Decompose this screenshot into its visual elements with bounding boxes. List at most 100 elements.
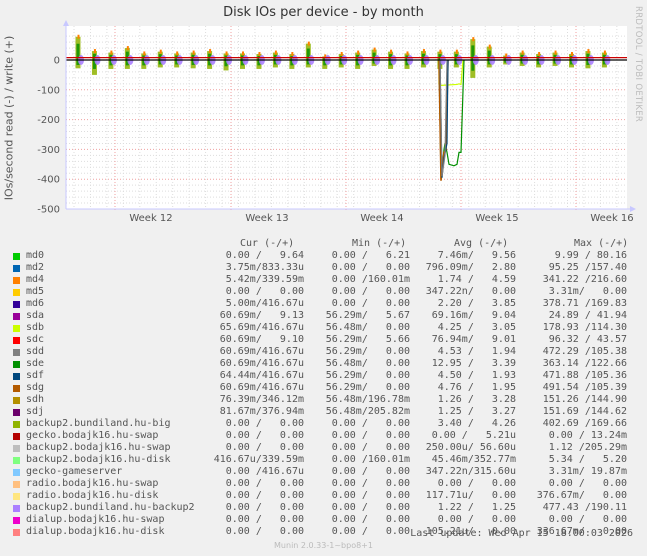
legend-color-swatch [13,397,20,404]
legend-row: dialup.bodajk16.hu-swap 0.00 / 0.00 0.00 /… [0,514,647,526]
legend-series-name: radio.bodajk16.hu-swap [26,478,159,489]
legend-color-swatch [13,409,20,416]
legend-series-name: dialup.bodajk16.hu-disk [26,526,165,537]
legend-series-name: gecko.bodajk16.hu-swap [26,430,159,441]
legend-series-name: sdb [26,322,45,333]
legend-row: backup2.bundiland.hu-backup2 0.00 / 0.00 0… [0,502,647,514]
legend-avg-value: 4.25 / 3.05 [437,322,516,333]
legend-min-value: 0.00 / 0.00 [331,490,410,501]
x-tick-label: Week 14 [360,213,403,224]
legend-series-name: sdh [26,394,45,405]
legend-avg-value: 2.20 / 3.85 [437,298,516,309]
legend-min-value: 0.00 / 6.21 [331,250,410,261]
legend-color-swatch [13,385,20,392]
legend-cur-value: 5.00m/416.67u [225,298,304,309]
legend-row: md2 3.75m/833.33u 0.00 / 0.00 796.09m/ 2.80… [0,262,647,274]
legend-cur-value: 0.00 / 0.00 [225,478,304,489]
legend-max-value: 0.00 / 0.00 [548,478,627,489]
legend-avg-value: 347.22n/ 0.00 [425,286,516,297]
legend-color-swatch [13,349,20,356]
legend-avg-value: 76.94m/ 9.01 [431,334,516,345]
legend-max-value: 3.31m/ 0.00 [548,286,627,297]
legend-max-value: 491.54 /105.39 [542,382,627,393]
legend-min-value: 56.29m/ 5.66 [325,334,410,345]
legend-row: sdf 64.44m/416.67u 56.29m/ 0.00 4.50 / 1.93… [0,370,647,382]
x-tick-label: Week 15 [475,213,518,224]
legend-cur-value: 0.00 / 0.00 [225,418,304,429]
legend-max-value: 1.12 /205.29m [548,442,627,453]
legend-color-swatch [13,457,20,464]
legend-min-value: 0.00 / 0.00 [331,286,410,297]
legend-min-value: 0.00 / 0.00 [331,418,410,429]
legend-color-swatch [13,253,20,260]
legend-max-value: 24.89 / 41.94 [548,310,627,321]
legend-max-value: 3.31m/ 19.87m [548,466,627,477]
legend-avg-value: 69.16m/ 9.04 [431,310,516,321]
legend-avg-value: 0.00 / 0.00 [437,478,516,489]
legend-cur-value: 0.00 / 0.00 [225,490,304,501]
legend-cur-value: 60.69m/416.67u [219,346,304,357]
legend-min-value: 0.00 / 0.00 [331,514,410,525]
legend-row: dialup.bodajk16.hu-disk 0.00 / 0.00 0.00 /… [0,526,647,538]
legend-avg-value: 4.76 / 1.95 [437,382,516,393]
legend-row: sdj 81.67m/376.94m 56.48m/205.82m 1.25 / 3.… [0,406,647,418]
legend-avg-value: 1.26 / 3.28 [437,394,516,405]
x-axis-ticks: Week 12 Week 13 Week 14 Week 15 Week 16 [129,213,633,224]
legend-cur-value: 5.42m/339.59m [225,274,304,285]
y-tick-label: -300 [37,145,60,156]
legend-avg-value: 4.53 / 1.94 [437,346,516,357]
legend-cur-value: 0.00 / 0.00 [225,526,304,537]
y-tick-label: 0 [54,56,60,67]
legend-max-value: 376.67m/ 0.00 [536,490,627,501]
legend-row: md4 5.42m/339.59m 0.00 /160.01m 1.74 / 4.59… [0,274,647,286]
legend-avg-value: 0.00 / 5.21u [431,430,516,441]
legend-series-name: sdf [26,370,45,381]
legend-row: sdd 60.69m/416.67u 56.29m/ 0.00 4.53 / 1.94… [0,346,647,358]
legend-avg-value: 45.46m/352.77m [431,454,516,465]
legend-series-name: sdd [26,346,45,357]
legend-cur-value: 60.69m/416.67u [219,358,304,369]
legend-color-swatch [13,313,20,320]
legend-row: md5 0.00 / 0.00 0.00 / 0.00 347.22n/ 0.00 3.… [0,286,647,298]
legend-row: gecko-gameserver 0.00 /416.67u 0.00 / 0.00… [0,466,647,478]
legend-max-value: 378.71 /169.83 [542,298,627,309]
header-avg: Avg (-/+) [454,238,509,249]
legend-avg-value: 12.95 / 3.39 [431,358,516,369]
legend-min-value: 0.00 / 0.00 [331,430,410,441]
legend-row: gecko.bodajk16.hu-swap 0.00 / 0.00 0.00 / … [0,430,647,442]
munin-version: Munin 2.0.33-1~bpo8+1 [274,541,373,550]
legend-series-name: sdg [26,382,45,393]
legend-max-value: 5.34 / 5.20 [548,454,627,465]
legend-color-swatch [13,265,20,272]
legend-series-name: backup2.bodajk16.hu-swap [26,442,171,453]
legend-row: sdh 76.39m/346.12m 56.48m/196.78m 1.26 / 3.… [0,394,647,406]
chart-series [66,34,627,181]
legend-min-value: 56.29m/ 5.67 [325,310,410,321]
legend-row: radio.bodajk16.hu-disk 0.00 / 0.00 0.00 / … [0,490,647,502]
x-tick-label: Week 16 [590,213,633,224]
y-axis-ticks: 0 -100 -200 -300 -400 -500 [37,56,60,216]
legend-series-name: sdj [26,406,45,417]
legend-series-name: md4 [26,274,45,285]
chart-grid [66,26,627,212]
legend-avg-value: 1.74 / 4.59 [437,274,516,285]
legend-min-value: 0.00 / 0.00 [331,466,410,477]
legend-avg-value: 796.09m/ 2.80 [425,262,516,273]
legend-min-value: 0.00 / 0.00 [331,478,410,489]
legend-color-swatch [13,505,20,512]
legend-color-swatch [13,277,20,284]
legend-color-swatch [13,373,20,380]
legend-max-value: 178.93 /114.30 [542,322,627,333]
legend-avg-value: 250.00u/ 56.60u [425,442,516,453]
legend-cur-value: 3.75m/833.33u [225,262,304,273]
legend-max-value: 9.99 / 80.16 [554,250,627,261]
legend-series-name: dialup.bodajk16.hu-swap [26,514,165,525]
legend-avg-value: 117.71u/ 0.00 [425,490,516,501]
y-tick-label: -500 [37,205,60,216]
legend-color-swatch [13,421,20,428]
legend-color-swatch [13,529,20,536]
legend-series-name: sde [26,358,45,369]
y-tick-label: -400 [37,175,60,186]
legend-color-swatch [13,469,20,476]
legend-avg-value: 0.00 / 0.00 [437,514,516,525]
